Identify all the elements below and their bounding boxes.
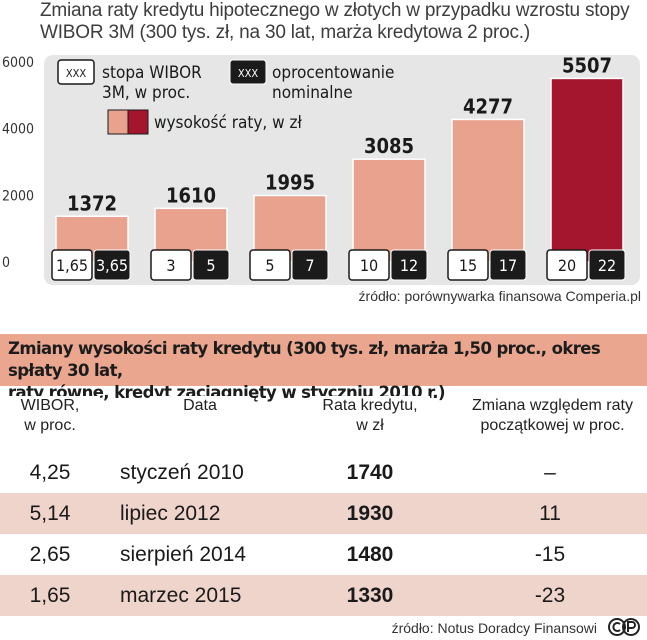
legend-rate-swatch-dark: [127, 109, 149, 135]
nominal-label: 17: [499, 256, 517, 275]
y-tick-label: 4000: [2, 122, 34, 138]
cell-change: -15: [534, 543, 566, 566]
cell-change: -23: [534, 584, 566, 607]
bar: [352, 158, 426, 263]
column-header-wibor-line-1: WIBOR,: [20, 397, 80, 414]
nominal-box: [390, 249, 428, 281]
nominal-box: [93, 249, 131, 281]
bar-value-label: 3085: [364, 134, 414, 158]
table-title: Zmiany wysokości raty kredytu (300 tys. …: [0, 334, 647, 402]
copyright-logo-icon: [608, 618, 640, 636]
y-tick-label: 0: [2, 255, 10, 271]
table-title-line-1: Zmiany wysokości raty kredytu (300 tys. …: [8, 339, 601, 380]
nominal-label: 3,65: [96, 256, 128, 275]
wibor-label: 1,65: [56, 256, 88, 275]
legend-wibor-label-line-2: 3M, w proc.: [102, 83, 190, 103]
column-header-date-line-1: Data: [183, 397, 217, 414]
nominal-label: 22: [598, 256, 616, 275]
nominal-label: 7: [305, 256, 314, 275]
table-row: 1,65 marzec 2015 1330 -23: [0, 575, 647, 616]
column-header-wibor-line-2: w proc.: [24, 417, 76, 434]
column-header-wibor: WIBOR, w proc.: [0, 396, 100, 436]
bar: [451, 118, 525, 263]
table-row: 2,65 sierpień 2014 1480 -15: [0, 534, 647, 575]
table-row: 5,14 lipiec 2012 1930 11: [0, 493, 647, 534]
column-header-rate-line-1: Rata kredytu,: [322, 397, 418, 414]
cell-wibor: 2,65: [29, 543, 71, 566]
cell-rate: 1330: [346, 584, 394, 607]
cell-wibor: 1,65: [29, 584, 71, 607]
column-header-rate-line-2: w zł: [356, 417, 384, 434]
nominal-box: [489, 249, 527, 281]
bar-chart: 0 2000 4000 6000 1372 1,65 3,65 1610 3 5 1995 5 7 308…: [0, 0, 647, 310]
chart-title-line-2: WIBOR 3M (300 tys. zł, na 30 lat, marża …: [40, 22, 530, 43]
bar-chart-svg: 0 2000 4000 6000 1372 1,65 3,65 1610 3 5 1995 5 7 308…: [2, 53, 640, 285]
nominal-label: 5: [206, 256, 215, 275]
bar-value-label: 5507: [562, 53, 612, 77]
table-source: źródło: Notus Doradcy Finansowi: [391, 620, 597, 636]
wibor-box: [51, 249, 93, 281]
bar-value-label: 4277: [463, 94, 513, 118]
legend-wibor-swatch-text: XXX: [66, 67, 87, 80]
wibor-box: [447, 249, 489, 281]
wibor-label: 20: [558, 256, 576, 275]
legend-nominal-swatch: [229, 59, 267, 85]
legend-rate-swatch-light: [107, 109, 129, 135]
legend-rate-label: wysokość raty, w zł: [154, 113, 303, 133]
nominal-box: [291, 249, 329, 281]
column-header-change: Zmiana względem raty początkowej w proc.: [455, 396, 647, 436]
y-tick-label: 2000: [2, 188, 34, 204]
legend-nominal-label-line-1: oprocentowanie: [272, 63, 394, 83]
bar-value-label: 1995: [265, 171, 315, 195]
cell-rate: 1930: [346, 502, 394, 525]
chart-title-line-1: Zmiana raty kredytu hipotecznego w złoty…: [40, 0, 630, 21]
wibor-label: 10: [360, 256, 378, 275]
cell-date: styczeń 2010: [120, 461, 244, 484]
wibor-label: 15: [459, 256, 477, 275]
legend-wibor-label-line-1: stopa WIBOR: [102, 63, 202, 83]
column-header-rate: Rata kredytu, w zł: [310, 396, 430, 436]
cell-wibor: 4,25: [29, 461, 71, 484]
wibor-label: 5: [265, 256, 274, 275]
cell-rate: 1740: [346, 461, 394, 484]
cell-change: –: [544, 461, 556, 484]
column-header-change-line-1: Zmiana względem raty: [472, 397, 633, 414]
chart-source: źródło: porównywarka finansowa Comperia.…: [358, 288, 641, 304]
wibor-box: [546, 249, 588, 281]
chart-title: Zmiana raty kredytu hipotecznego w złoty…: [40, 0, 640, 44]
legend-wibor-swatch: [57, 59, 95, 85]
legend-nominal-label-line-2: nominalne: [272, 83, 353, 103]
cell-change: 11: [539, 502, 561, 525]
table-row: 4,25 styczeń 2010 1740 –: [0, 452, 647, 493]
nominal-box: [588, 249, 626, 281]
cell-wibor: 5,14: [29, 502, 71, 525]
wibor-label: 3: [166, 256, 175, 275]
cell-date: sierpień 2014: [120, 543, 247, 566]
nominal-label: 12: [400, 256, 418, 275]
bar-value-label: 1610: [166, 183, 216, 207]
column-header-change-line-2: początkowej w proc.: [480, 417, 625, 434]
bar: [550, 77, 624, 263]
nominal-box: [192, 249, 230, 281]
cell-date: marzec 2015: [120, 584, 242, 607]
wibor-box: [150, 249, 192, 281]
bar-value-label: 1372: [67, 191, 117, 215]
y-tick-label: 6000: [2, 55, 34, 71]
cell-rate: 1480: [346, 543, 394, 566]
cell-date: lipiec 2012: [120, 502, 221, 525]
legend-nominal-swatch-text: XXX: [238, 67, 259, 80]
wibor-box: [249, 249, 291, 281]
wibor-box: [348, 249, 390, 281]
column-header-date: Data: [150, 396, 250, 416]
